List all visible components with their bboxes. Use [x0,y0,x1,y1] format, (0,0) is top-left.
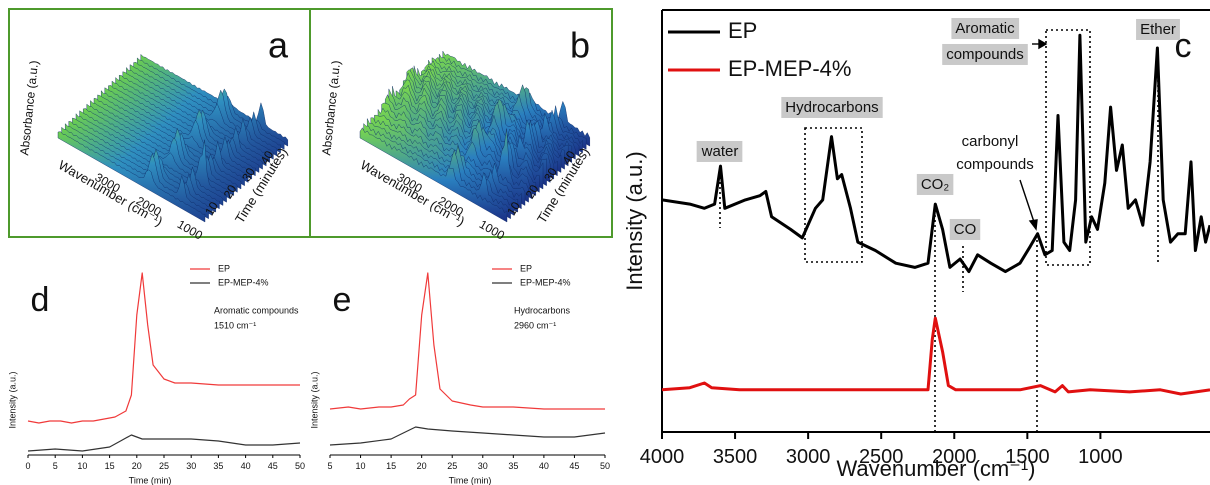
x-tick-label: 45 [569,461,579,471]
x-tick-label: 35 [508,461,518,471]
x-tick-label: 5 [53,461,58,471]
x-tick-label: 20 [132,461,142,471]
series-line [662,33,1210,274]
annotation: Hydrocarbons [514,305,571,315]
annotation: compounds [956,156,1034,173]
x-tick-label: 1000 [175,217,205,243]
annotation: Hydrocarbons [785,99,878,116]
x-tick-label: 40 [539,461,549,471]
plot-area [27,272,301,452]
annotation: CO₂ [921,176,950,193]
arrow [1019,179,1035,223]
guides [719,29,1159,432]
surface-ridge [359,127,508,223]
guide-box [804,127,863,263]
guide-box [1045,29,1091,266]
annotation: Aromatic [955,20,1015,37]
x-tick-label: 20 [417,461,427,471]
annotation-box [951,17,1020,39]
annotation: CO [954,221,977,238]
plot-area [329,272,606,446]
z-tick-label: 30 [541,165,560,184]
z-tick-label: 30 [239,165,258,184]
panel-label: d [31,281,50,319]
series-line [329,426,606,446]
x-tick-label: 3500 [713,446,758,468]
legend-label: EP-MEP-4% [728,56,851,81]
arrow-head [1038,38,1048,50]
x-tick-label: 2500 [859,446,904,468]
surface [359,50,590,223]
x-tick-label: 30 [186,461,196,471]
arrows [1019,38,1048,231]
annotation: compounds [946,46,1024,63]
annotation: water [701,143,739,160]
legend-label: EP [218,263,230,273]
annotation-box [916,173,954,195]
annotation-box [1136,18,1180,40]
panel-frame [309,8,613,238]
z-tick-label: 10 [504,199,523,218]
annotation: 2960 cm⁻¹ [514,320,556,330]
x-tick-label: 25 [447,461,457,471]
legend-label: EP-MEP-4% [218,277,269,287]
annotation: carbonyl [962,133,1019,150]
x-axis-label: Time (min) [129,475,172,485]
z-tick-label: 40 [257,148,276,167]
series-line [27,434,301,452]
series-line [329,272,605,410]
z-tick-label: 20 [221,182,240,201]
annotation-box [696,140,743,162]
x-tick-label: 2000 [932,446,977,468]
z-tick-label: 20 [523,182,542,201]
x-tick-label: 30 [478,461,488,471]
y-axis-label: Intensity (a.u.) [622,151,647,290]
x-tick-label: 25 [159,461,169,471]
legend-label: EP [520,263,532,273]
legend-label: EP-MEP-4% [520,277,571,287]
annotation-box [781,96,883,118]
x-tick-label: 45 [268,461,278,471]
x-tick-label: 50 [600,461,610,471]
x-tick-label: 4000 [640,446,685,468]
y-axis-label: Intensity (a.u.) [309,371,319,428]
annotation: 1510 cm⁻¹ [214,320,256,330]
x-tick-label: 0 [25,461,30,471]
annotation-box [949,218,981,240]
annotation: Ether [1140,21,1176,38]
x-tick-label: 1000 [1078,446,1123,468]
z-tick-label: 40 [559,148,578,167]
arrow-head [1028,219,1038,231]
y-axis-label: Absorbance (a.u.) [17,60,41,156]
series-line [27,272,300,424]
panel-label: b [570,25,590,66]
series-line [662,316,1210,396]
x-tick-label: 35 [213,461,223,471]
plot-area [662,33,1210,396]
x-axis-label: Time (min) [449,475,492,485]
x-tick-label: 50 [295,461,305,471]
annotation-box [942,43,1028,65]
x-tick-label: 10 [77,461,87,471]
z-tick-label: 10 [202,199,221,218]
x-tick-label: 5 [327,461,332,471]
x-tick-label: 15 [386,461,396,471]
panel-label: e [333,281,352,319]
surface-ridge [57,131,206,223]
x-axis-label: Wavenumber (cm⁻¹) [836,456,1035,481]
x-tick-label: 10 [356,461,366,471]
panel-label: a [268,25,289,66]
x-tick-label: 1500 [1005,446,1050,468]
annotation: Aromatic compounds [214,305,299,315]
surface [57,53,288,223]
x-tick-label: 15 [105,461,115,471]
x-tick-label: 1000 [477,217,507,243]
x-tick-label: 40 [241,461,251,471]
y-axis-label: Absorbance (a.u.) [319,60,343,156]
x-tick-label: 3000 [786,446,831,468]
legend-label: EP [728,18,757,43]
y-axis-label: Intensity (a.u.) [7,371,17,428]
